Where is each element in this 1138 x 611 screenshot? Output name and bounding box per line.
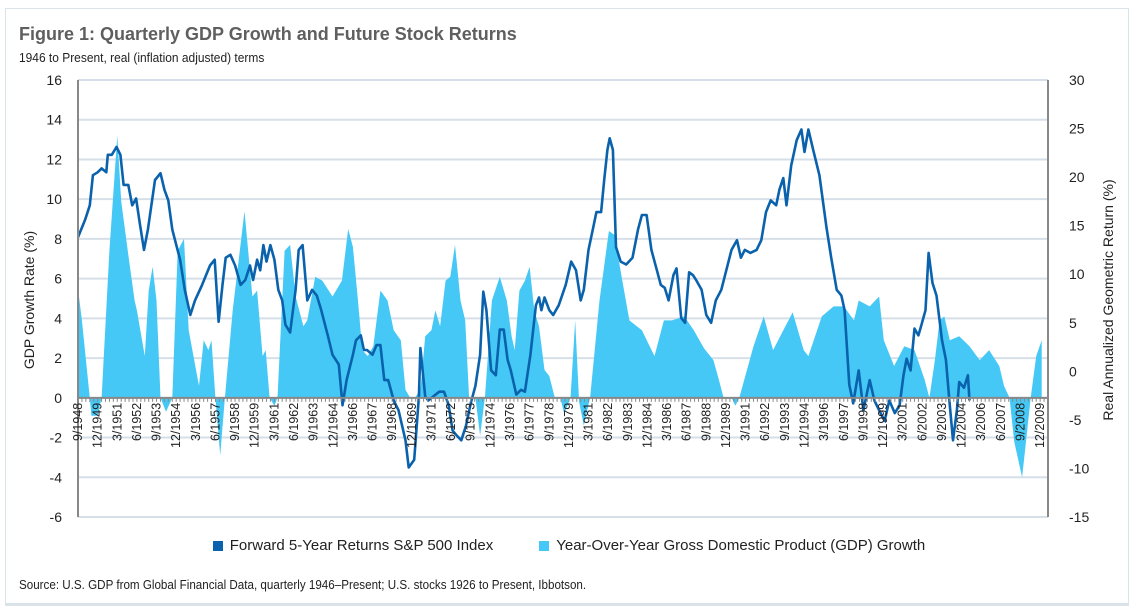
x-tick-label: 3/1996: [817, 403, 831, 441]
axes: [77, 80, 1049, 517]
left-y-tick-label: 12: [46, 151, 62, 167]
gridlines: [78, 79, 1048, 518]
left-y-axis-label: GDP Growth Rate (%): [21, 231, 37, 369]
right-y-axis-label: Real Annualized Geometric Return (%): [1100, 179, 1116, 420]
x-tick-label: 9/1973: [464, 403, 478, 441]
x-tick-label: 6/1967: [366, 403, 380, 441]
left-y-tick-label: 16: [46, 72, 62, 88]
x-tick-label: 3/1976: [503, 403, 517, 441]
chart-frame: [5, 8, 1129, 606]
x-tick-label: 3/2006: [974, 403, 988, 441]
legend-item-gdp: Year-Over-Year Gross Domestic Product (G…: [539, 537, 925, 554]
x-tick-label: 6/1992: [758, 403, 772, 441]
x-tick-label: 12/1969: [405, 403, 419, 448]
right-y-tick-label: -5: [1069, 412, 1082, 428]
x-tick-label: 12/1954: [169, 403, 183, 448]
gdp-area-series: [78, 135, 1042, 478]
x-tick-label: 12/1974: [483, 403, 497, 448]
x-tick-label: 6/1957: [208, 403, 222, 441]
left-y-tick-label: 0: [54, 390, 62, 406]
x-tick-label: 6/1977: [523, 403, 537, 441]
right-y-tick-label: 15: [1069, 218, 1085, 234]
x-tick-label: 3/1961: [267, 403, 281, 441]
right-y-tick-label: 30: [1069, 72, 1085, 88]
x-tick-label: 6/2002: [915, 403, 929, 441]
chart-subtitle: 1946 to Present, real (inflation adjuste…: [19, 50, 265, 65]
x-tick-label: 9/1958: [228, 403, 242, 441]
left-y-ticks: 16 14 12 10 8 6 4 2 0 -2 -4 -6: [46, 72, 62, 525]
right-y-ticks: 30 25 20 15 10 5 0 -5 -10 -15: [1069, 72, 1089, 525]
right-y-tick-label: -10: [1069, 460, 1089, 476]
x-tick-label: 3/1966: [346, 403, 360, 441]
chart-title: Figure 1: Quarterly GDP Growth and Futur…: [19, 24, 517, 44]
left-y-tick-label: 2: [54, 350, 62, 366]
x-tick-label: 12/2009: [1033, 403, 1047, 448]
right-y-tick-label: 5: [1069, 315, 1077, 331]
x-tick-label: 3/1986: [660, 403, 674, 441]
x-tick-label: 12/1949: [91, 403, 105, 448]
x-tick-label: 12/2004: [955, 403, 969, 448]
legend-label-returns: Forward 5-Year Returns S&P 500 Index: [229, 537, 494, 554]
x-tick-label: 9/1978: [542, 403, 556, 441]
left-y-tick-label: 8: [54, 231, 62, 247]
x-tick-label: 9/1998: [856, 403, 870, 441]
returns-line: [76, 128, 971, 469]
x-tick-label: 9/1993: [778, 403, 792, 441]
x-tick-label: 3/1991: [739, 403, 753, 441]
x-tick-label: 9/1988: [699, 403, 713, 441]
left-y-tick-label: 10: [46, 191, 62, 207]
x-tick-label: 12/1984: [640, 403, 654, 448]
x-tick-label: 12/1989: [719, 403, 733, 448]
x-tick-label: 3/1951: [110, 403, 124, 441]
left-y-tick-label: 6: [54, 271, 62, 287]
legend-item-returns: Forward 5-Year Returns S&P 500 Index: [212, 537, 494, 554]
x-tick-label: 12/1964: [326, 403, 340, 448]
x-tick-label: 6/1952: [130, 403, 144, 441]
right-y-tick-label: 25: [1069, 121, 1085, 137]
right-y-tick-label: 0: [1069, 363, 1077, 379]
right-y-tick-label: 10: [1069, 266, 1085, 282]
x-tick-label: 3/1971: [424, 403, 438, 441]
x-tick-label: 6/1997: [837, 403, 851, 441]
x-tick-label: 9/2008: [1014, 403, 1028, 441]
x-tick-label: 3/1956: [189, 403, 203, 441]
x-tick-label: 9/2003: [935, 403, 949, 441]
x-tick-label: 6/1982: [601, 403, 615, 441]
x-tick-label: 3/2001: [896, 403, 910, 441]
x-tick-label: 9/1983: [621, 403, 635, 441]
right-y-tick-label: 20: [1069, 169, 1085, 185]
x-ticks: 9/1948 12/1949 3/1951 6/1952 9/1953 12/1954 3/…: [71, 403, 1047, 448]
returns-line-series: [76, 128, 971, 469]
left-y-tick-label: 14: [46, 112, 62, 128]
left-y-tick-label: -4: [50, 469, 63, 485]
right-y-tick-label: -15: [1069, 509, 1089, 525]
gdp-area: [78, 135, 1042, 478]
legend-label-gdp: Year-Over-Year Gross Domestic Product (G…: [556, 537, 926, 554]
x-tick-label: 6/1972: [444, 403, 458, 441]
source-note: Source: U.S. GDP from Global Financial D…: [19, 578, 587, 592]
left-y-tick-label: 4: [54, 310, 62, 326]
x-tick-label: 9/1968: [385, 403, 399, 441]
x-tick-label: 12/1979: [562, 403, 576, 448]
x-tick-label: 6/1987: [680, 403, 694, 441]
x-tick-label: 9/1948: [71, 403, 85, 441]
x-tick-label: 12/1994: [798, 403, 812, 448]
left-y-tick-label: -2: [50, 430, 63, 446]
legend-swatch-gdp: [539, 540, 550, 551]
legend: Forward 5-Year Returns S&P 500 Index Yea…: [0, 537, 1138, 554]
x-tick-label: 9/1953: [150, 403, 164, 441]
legend-swatch-returns: [212, 540, 223, 551]
x-tick-label: 3/1981: [582, 403, 596, 441]
x-tick-label: 6/2007: [994, 403, 1008, 441]
left-y-tick-label: -6: [50, 509, 63, 525]
x-tick-label: 9/1963: [307, 403, 321, 441]
x-tick-label: 6/1962: [287, 403, 301, 441]
x-tick-label: 12/1959: [248, 403, 262, 448]
x-tick-label: 12/1999: [876, 403, 890, 448]
